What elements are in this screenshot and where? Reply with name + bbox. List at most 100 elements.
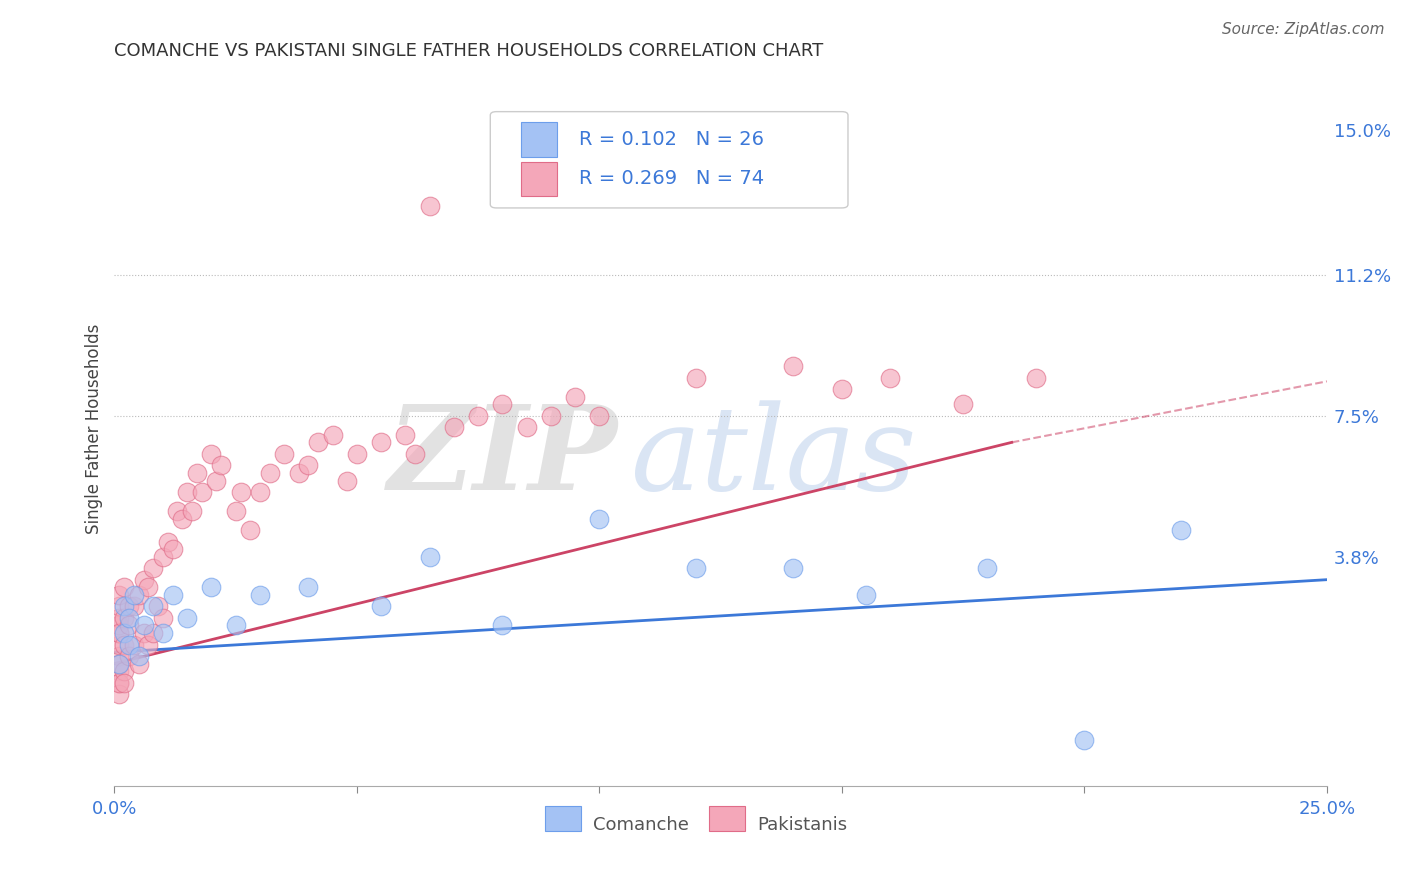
Point xyxy=(273,447,295,461)
Point xyxy=(142,561,165,575)
Point xyxy=(297,458,319,473)
Point xyxy=(259,466,281,480)
Point xyxy=(162,588,184,602)
Point xyxy=(128,588,150,602)
Point xyxy=(297,580,319,594)
Point xyxy=(176,485,198,500)
Point xyxy=(122,599,145,614)
Point xyxy=(112,664,135,678)
Text: atlas: atlas xyxy=(630,401,917,515)
Point xyxy=(516,420,538,434)
Point xyxy=(152,611,174,625)
Point xyxy=(108,618,131,632)
Point xyxy=(112,638,135,652)
Point xyxy=(138,580,160,594)
Point xyxy=(346,447,368,461)
Point xyxy=(181,504,204,518)
Point xyxy=(1025,370,1047,384)
Point xyxy=(249,485,271,500)
Point xyxy=(225,618,247,632)
Point xyxy=(118,611,141,625)
Point xyxy=(239,523,262,537)
Text: R = 0.102   N = 26: R = 0.102 N = 26 xyxy=(579,130,763,149)
Point xyxy=(540,409,562,423)
Point xyxy=(855,588,877,602)
Point xyxy=(108,675,131,690)
Point xyxy=(108,648,131,663)
Point xyxy=(118,618,141,632)
Point xyxy=(225,504,247,518)
Point xyxy=(1073,732,1095,747)
Bar xyxy=(520,161,557,196)
Text: R = 0.269   N = 74: R = 0.269 N = 74 xyxy=(579,169,763,188)
Text: ZIP: ZIP xyxy=(388,400,617,515)
Point xyxy=(112,626,135,640)
Point xyxy=(782,359,804,373)
Point xyxy=(491,397,513,411)
Point xyxy=(831,382,853,396)
Point xyxy=(491,618,513,632)
Point xyxy=(190,485,212,500)
Point xyxy=(419,549,441,564)
Point xyxy=(142,599,165,614)
Point xyxy=(200,447,222,461)
Point xyxy=(588,511,610,525)
Point xyxy=(112,675,135,690)
Point xyxy=(132,626,155,640)
Point xyxy=(172,511,194,525)
Text: Pakistanis: Pakistanis xyxy=(756,816,848,834)
Point xyxy=(132,573,155,587)
Point xyxy=(229,485,252,500)
Point xyxy=(287,466,309,480)
Point xyxy=(162,542,184,557)
Point xyxy=(467,409,489,423)
Point xyxy=(128,648,150,663)
Point xyxy=(564,390,586,404)
Point xyxy=(370,435,392,450)
Point xyxy=(404,447,426,461)
Point xyxy=(108,675,131,690)
Point xyxy=(394,427,416,442)
Point xyxy=(108,687,131,701)
Point xyxy=(685,370,707,384)
Point xyxy=(108,611,131,625)
Point xyxy=(108,599,131,614)
Point xyxy=(176,611,198,625)
Point xyxy=(443,420,465,434)
Point xyxy=(976,561,998,575)
Point xyxy=(588,409,610,423)
Y-axis label: Single Father Households: Single Father Households xyxy=(86,324,103,534)
Point xyxy=(118,638,141,652)
Point xyxy=(685,561,707,575)
Point xyxy=(142,626,165,640)
Point xyxy=(879,370,901,384)
Point xyxy=(122,588,145,602)
Point xyxy=(108,626,131,640)
Bar xyxy=(520,122,557,157)
Point xyxy=(118,648,141,663)
Point xyxy=(952,397,974,411)
Bar xyxy=(546,805,581,830)
Point xyxy=(782,561,804,575)
Point xyxy=(138,638,160,652)
Point xyxy=(322,427,344,442)
Point xyxy=(112,580,135,594)
Point xyxy=(1170,523,1192,537)
Point xyxy=(249,588,271,602)
Point xyxy=(209,458,232,473)
Point xyxy=(108,657,131,671)
Point xyxy=(146,599,169,614)
Point xyxy=(108,626,131,640)
Point xyxy=(108,657,131,671)
Point xyxy=(200,580,222,594)
Point xyxy=(156,534,179,549)
Point xyxy=(152,626,174,640)
Point xyxy=(112,599,135,614)
Point xyxy=(419,199,441,213)
Point xyxy=(118,599,141,614)
Point xyxy=(132,618,155,632)
Point xyxy=(122,638,145,652)
Point xyxy=(128,657,150,671)
Point xyxy=(152,549,174,564)
Text: Source: ZipAtlas.com: Source: ZipAtlas.com xyxy=(1222,22,1385,37)
